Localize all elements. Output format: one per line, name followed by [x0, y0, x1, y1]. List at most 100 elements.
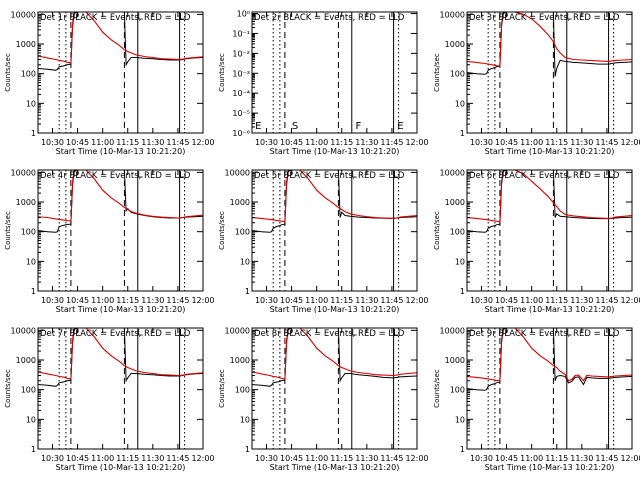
x-tick-label: 11:00 [91, 138, 114, 147]
y-tick-label: 1000 [16, 40, 36, 49]
y-axis-label: Counts/sec [4, 53, 12, 92]
y-tick-label: 10 [455, 415, 465, 424]
y-tick-label: 10⁻³ [232, 69, 250, 78]
plot-frame [466, 11, 633, 134]
series-red-lld [38, 328, 203, 380]
panel-5: 10:30 10:45 11:00 11:15 11:30 11:45 12:00 1 10 10… [218, 168, 429, 314]
interval-end-marker [180, 329, 185, 336]
x-tick-label: 10:30 [41, 454, 64, 463]
x-tick-label: 11:15 [116, 454, 139, 463]
y-tick-label: 10 [26, 99, 36, 108]
flare-end-marker [138, 13, 143, 20]
y-axis-label: Counts/sec [218, 369, 226, 408]
x-tick-label: 11:15 [116, 296, 139, 305]
x-axis-label: Start Time (10-Mar-13 10:21:20) [56, 147, 186, 156]
series-red-lld [467, 170, 632, 223]
panel-8: 10:30 10:45 11:00 11:15 11:30 11:45 12:00 1 10 10… [218, 326, 429, 472]
y-axis-label: Counts/sec [433, 53, 441, 92]
x-tick-label: 11:00 [305, 138, 328, 147]
x-tick-label: 10:45 [280, 138, 303, 147]
x-tick-label: 11:30 [141, 454, 164, 463]
y-tick-label: 10⁰ [237, 10, 250, 19]
series-red-lld [38, 170, 203, 222]
plot-frame [37, 11, 204, 134]
x-tick-label: 11:15 [545, 138, 568, 147]
panel-title: Det 4r BLACK = Events, RED = LLD [40, 171, 191, 181]
y-tick-label: 10 [240, 257, 250, 266]
y-tick-label: 100 [450, 386, 465, 395]
x-tick-label: 10:45 [66, 296, 89, 305]
y-tick-label: 10⁻² [232, 49, 250, 58]
x-tick-label: 11:45 [166, 138, 189, 147]
x-tick-label: 11:00 [305, 454, 328, 463]
x-tick-label: 10:45 [495, 296, 518, 305]
x-tick-label: 11:15 [330, 138, 353, 147]
plot-frame [37, 327, 204, 450]
y-tick-label: 1 [31, 287, 36, 296]
x-tick-label: 10:45 [495, 138, 518, 147]
x-axis-label: Start Time (10-Mar-13 10:21:20) [270, 463, 400, 472]
x-tick-label: 11:15 [330, 454, 353, 463]
x-tick-label: 12:00 [191, 138, 214, 147]
y-tick-label: 10000 [11, 326, 36, 335]
x-axis-label: Start Time (10-Mar-13 10:21:20) [485, 305, 615, 314]
plot-frame [466, 169, 633, 292]
x-tick-label: 10:30 [255, 296, 278, 305]
y-tick-label: 10⁻¹ [232, 29, 250, 38]
x-tick-label: 12:00 [620, 454, 640, 463]
interval-end-marker [180, 13, 185, 20]
x-axis-label: Start Time (10-Mar-13 10:21:20) [485, 147, 615, 156]
x-tick-label: 10:30 [470, 454, 493, 463]
interval-end-marker [609, 329, 614, 336]
panel-title: Det 6r BLACK = Events, RED = LLD [469, 171, 620, 181]
y-tick-label: 1 [460, 287, 465, 296]
x-tick-label: 11:45 [595, 138, 618, 147]
x-tick-label: 10:30 [470, 138, 493, 147]
y-tick-label: 100 [21, 386, 36, 395]
y-tick-label: 100 [450, 70, 465, 79]
x-axis-label: Start Time (10-Mar-13 10:21:20) [56, 305, 186, 314]
x-tick-label: 11:45 [166, 454, 189, 463]
flare-end-marker [138, 171, 143, 178]
y-axis-label: Counts/sec [4, 369, 12, 408]
x-tick-label: 10:30 [470, 296, 493, 305]
y-axis-label: Counts/sec [4, 211, 12, 250]
x-axis-label: Start Time (10-Mar-13 10:21:20) [270, 147, 400, 156]
series-black-events [467, 170, 632, 233]
y-tick-label: 10 [26, 415, 36, 424]
flare-end-marker [352, 171, 357, 178]
plot-frame [251, 11, 418, 134]
series-black-events [467, 328, 632, 391]
x-tick-label: 11:45 [380, 138, 403, 147]
y-axis-label: Counts/sec [433, 369, 441, 408]
y-tick-label: 100 [21, 70, 36, 79]
x-tick-label: 11:30 [570, 296, 593, 305]
plot-frame [37, 169, 204, 292]
x-tick-label: 11:00 [520, 138, 543, 147]
series-black-events [38, 328, 203, 387]
interval-end-marker [394, 171, 399, 178]
y-tick-label: 10000 [225, 168, 250, 177]
x-tick-label: 11:45 [595, 296, 618, 305]
x-tick-label: 12:00 [191, 454, 214, 463]
series-red-lld [467, 12, 632, 67]
y-tick-label: 1000 [16, 356, 36, 365]
event-marker-label: S [292, 121, 298, 132]
y-tick-label: 1000 [230, 356, 250, 365]
x-tick-label: 11:30 [141, 296, 164, 305]
x-tick-label: 11:00 [91, 454, 114, 463]
interval-end-marker [609, 13, 614, 20]
flare-end-marker [567, 171, 572, 178]
plot-frame [466, 327, 633, 450]
flare-end-marker [567, 329, 572, 336]
plot-frame [251, 327, 418, 450]
x-tick-label: 12:00 [191, 296, 214, 305]
x-tick-label: 10:45 [66, 138, 89, 147]
x-tick-label: 11:45 [595, 454, 618, 463]
x-tick-label: 10:45 [495, 454, 518, 463]
y-tick-label: 1000 [16, 198, 36, 207]
y-axis-label: Counts/sec [218, 211, 226, 250]
y-tick-label: 1000 [445, 198, 465, 207]
